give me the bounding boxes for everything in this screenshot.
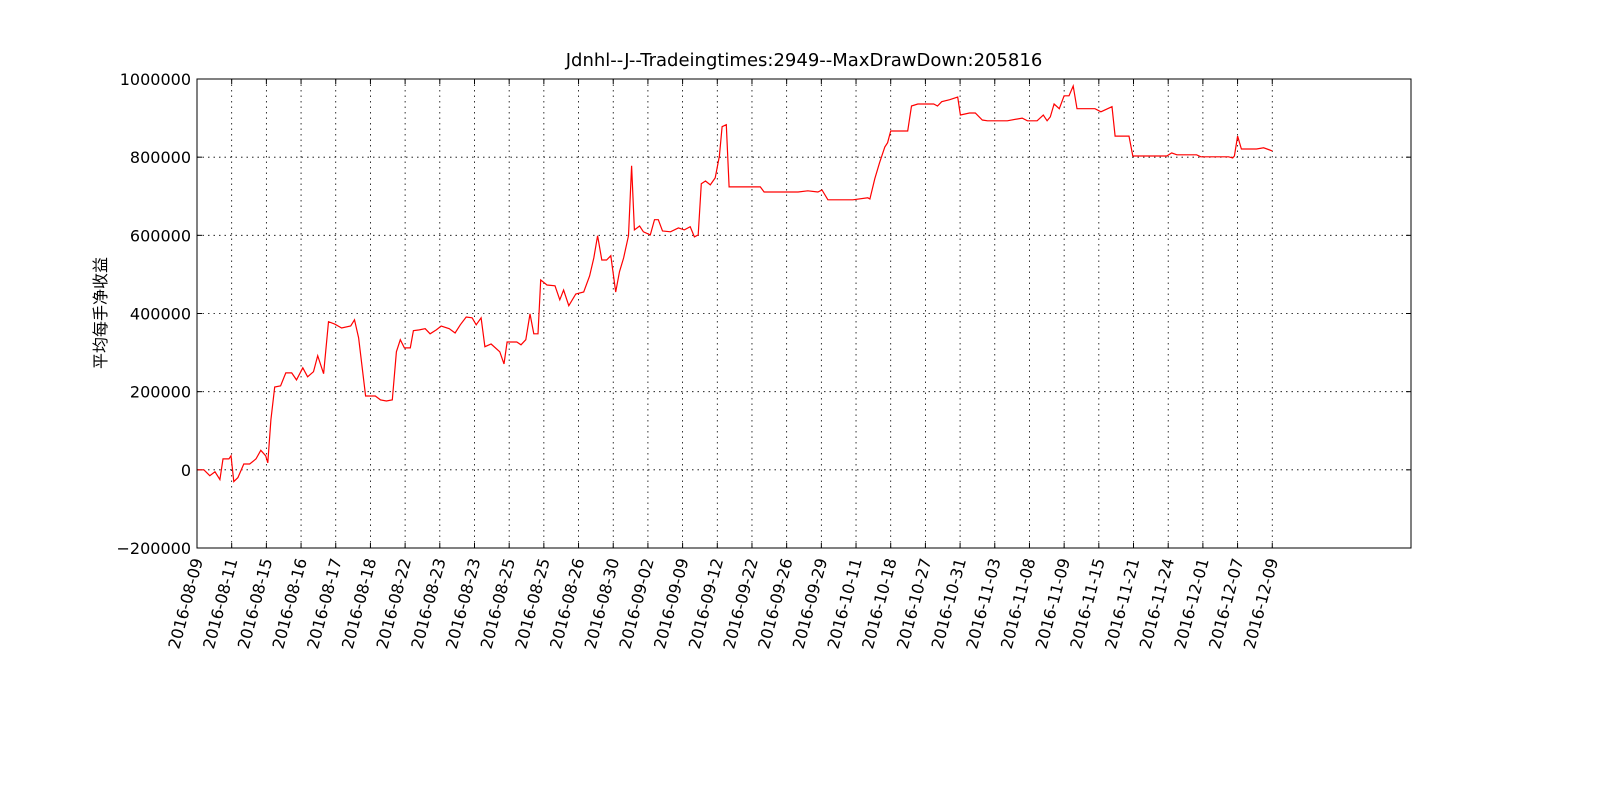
x-tick-label: 2016-11-24 (1136, 556, 1178, 651)
x-tick-label: 2016-08-15 (234, 556, 276, 651)
x-tick-label: 2016-10-18 (858, 556, 900, 651)
x-tick-label: 2016-08-30 (581, 556, 623, 651)
x-tick-label: 2016-09-09 (650, 556, 692, 651)
x-tick-label: 2016-12-07 (1205, 556, 1247, 651)
x-tick-label: 2016-08-22 (373, 556, 415, 651)
x-tick-label: 2016-08-16 (269, 556, 311, 651)
x-tick-label: 2016-11-03 (962, 556, 1004, 651)
x-tick-label: 2016-11-15 (1066, 556, 1108, 651)
data-line (197, 83, 1273, 483)
x-tick-label: 2016-08-18 (338, 556, 380, 651)
x-tick-label: 2016-08-26 (546, 556, 588, 651)
x-tick-label: 2016-11-08 (997, 556, 1039, 651)
x-tick-label: 2016-08-17 (303, 556, 345, 651)
y-axis-label: 平均每手净收益 (91, 257, 110, 369)
x-tick-label: 2016-08-25 (477, 556, 519, 651)
y-tick-label: 1000000 (120, 70, 191, 89)
x-tick-label: 2016-12-09 (1240, 556, 1282, 651)
y-tick-label: 600000 (130, 226, 191, 245)
x-tick-label: 2016-09-02 (615, 556, 657, 651)
x-tick-label: 2016-08-09 (164, 556, 206, 651)
x-tick-label: 2016-09-29 (789, 556, 831, 651)
plot-frame (196, 78, 1412, 549)
x-tick-label: 2016-09-26 (754, 556, 796, 651)
y-tick-label: 400000 (130, 305, 191, 324)
y-tick-label: 0 (181, 461, 191, 480)
x-tick-label: 2016-08-23 (442, 556, 484, 651)
x-tick-label: 2016-11-21 (1101, 556, 1143, 651)
x-tick-label: 2016-11-09 (1032, 556, 1074, 651)
x-tick-label: 2016-08-25 (511, 556, 553, 651)
x-tick-label: 2016-10-31 (928, 556, 970, 651)
x-tick-label: 2016-08-11 (199, 556, 241, 651)
x-tick-label: 2016-10-11 (823, 556, 865, 651)
x-tick-label: 2016-12-01 (1170, 556, 1212, 651)
chart-title: Jdnhl--J--Tradeingtimes:2949--MaxDrawDow… (565, 50, 1043, 71)
y-tick-label: −200000 (117, 539, 191, 558)
x-tick-label: 2016-10-27 (893, 556, 935, 651)
x-tick-label: 2016-09-12 (685, 556, 727, 651)
x-tick-label: 2016-09-22 (719, 556, 761, 651)
y-tick-label: 800000 (130, 148, 191, 167)
x-tick-label: 2016-08-23 (407, 556, 449, 651)
y-tick-label: 200000 (130, 383, 191, 402)
